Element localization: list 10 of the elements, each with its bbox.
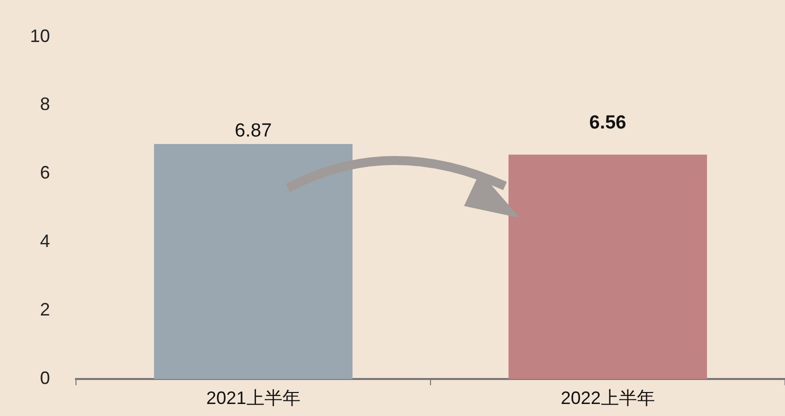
data-label: 6.87 <box>234 120 272 142</box>
y-tick-label: 4 <box>40 231 50 252</box>
y-tick-label: 6 <box>40 162 50 183</box>
x-tick-label: 2022上半年 <box>560 388 655 408</box>
y-tick-label: 2 <box>40 300 50 320</box>
data-label: 6.56 <box>589 112 626 134</box>
y-tick-label: 10 <box>30 26 50 46</box>
y-tick-label: 0 <box>40 368 50 388</box>
x-tick-label: 2021上半年 <box>206 388 300 408</box>
y-tick-label: 8 <box>40 94 50 114</box>
